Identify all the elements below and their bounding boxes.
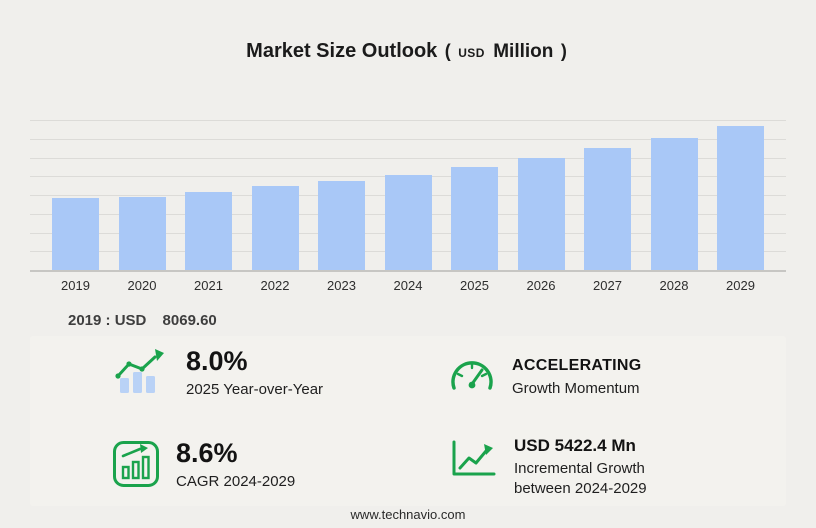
stat-incremental-value: USD 5422.4 Mn xyxy=(514,436,636,455)
base-year-value: 8069.60 xyxy=(162,312,217,329)
stat-yoy-value: 8.0% xyxy=(186,346,248,376)
bar-2024 xyxy=(384,175,432,270)
bar-2023 xyxy=(318,181,365,270)
title-unit-currency: USD xyxy=(458,46,485,60)
x-label-2024: 2024 xyxy=(393,278,423,293)
gridline xyxy=(30,120,786,121)
gridline xyxy=(30,139,786,140)
title-paren-open: ( xyxy=(444,41,451,61)
bar-series xyxy=(30,120,786,270)
stat-cagr: 8.6% CAGR 2024-2029 xyxy=(112,440,295,492)
stat-cagr-value: 8.6% xyxy=(176,438,238,468)
bar-2026 xyxy=(517,158,565,270)
bar-2027 xyxy=(584,148,631,270)
x-label-2028: 2028 xyxy=(659,278,689,293)
stat-cagr-label: CAGR 2024-2029 xyxy=(176,473,296,490)
title-paren-close: ) xyxy=(560,41,567,61)
bar-2029 xyxy=(717,126,764,270)
title-unit-scale: Million xyxy=(493,41,554,62)
website-url: www.technavio.com xyxy=(350,507,466,522)
x-label-2023: 2023 xyxy=(327,278,356,293)
bar-2028 xyxy=(650,138,698,270)
stat-incremental: USD 5422.4 Mn Incremental Growth between… xyxy=(448,436,647,498)
x-label-2020: 2020 xyxy=(127,278,157,293)
bar-2025 xyxy=(451,167,498,270)
x-label-2022: 2022 xyxy=(260,278,290,293)
trend-line-icon xyxy=(452,440,496,476)
bar-chart-growth-icon xyxy=(115,349,164,393)
x-label-2026: 2026 xyxy=(526,278,556,293)
stat-yoy: 8.0% 2025 Year-over-Year xyxy=(112,348,323,400)
bar-2022 xyxy=(251,186,299,270)
bar-2019 xyxy=(52,198,99,270)
speedometer-icon xyxy=(451,361,493,390)
bar-2021 xyxy=(185,192,232,270)
stat-momentum: ACCELERATING Growth Momentum xyxy=(448,355,642,399)
x-label-2029: 2029 xyxy=(726,278,755,293)
stat-momentum-label: Growth Momentum xyxy=(512,380,640,397)
bar-2020 xyxy=(118,197,166,270)
stat-momentum-value: ACCELERATING xyxy=(512,357,642,374)
x-axis-labels: 2019 2020 2021 2022 2023 2024 2025 2026 2027 2028… xyxy=(30,278,786,293)
stat-yoy-label: 2025 Year-over-Year xyxy=(186,381,324,398)
stat-incremental-label: Incremental Growth xyxy=(514,460,645,477)
gridline xyxy=(30,158,786,159)
x-label-2025: 2025 xyxy=(460,278,489,293)
chart-title-main: Market Size Outlook xyxy=(246,40,438,62)
x-label-2019: 2019 xyxy=(61,278,90,293)
bar-chart-plot-area xyxy=(30,120,786,272)
framed-bar-chart-icon xyxy=(113,441,159,487)
x-label-2027: 2027 xyxy=(593,278,622,293)
base-year-annotation: 2019 : USD 8069.60 xyxy=(68,312,217,329)
chart-title: Market Size Outlook ( USD Million ) xyxy=(0,40,816,63)
stat-incremental-label-line2: between 2024-2029 xyxy=(514,479,647,497)
x-label-2021: 2021 xyxy=(194,278,223,293)
base-year-label: 2019 : USD xyxy=(68,312,147,329)
